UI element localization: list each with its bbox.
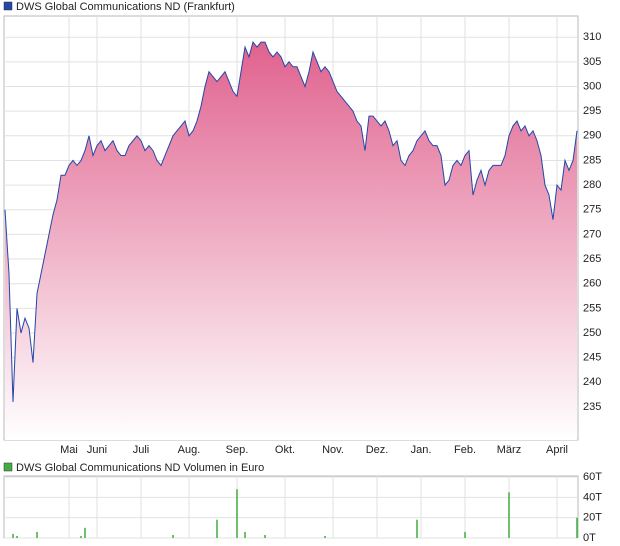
y-tick-label: 60T (583, 471, 602, 483)
legend-swatch (3, 1, 13, 11)
y-tick-label: 40T (583, 491, 602, 503)
y-tick-label: 310 (583, 31, 601, 43)
volume-frame (3, 475, 579, 539)
price-line (4, 41, 578, 403)
y-tick-label: 235 (583, 401, 601, 413)
y-tick-label: 240 (583, 376, 601, 388)
x-tick-label: Feb. (454, 444, 476, 456)
y-tick-label: 0T (583, 532, 596, 544)
volume-bar (508, 492, 510, 538)
volume-bar (80, 535, 82, 538)
volume-bar (576, 517, 578, 538)
x-tick-label: Jan. (411, 444, 432, 456)
volume-bar (464, 531, 466, 538)
volume-bar (244, 531, 246, 538)
volume-bar (36, 531, 38, 538)
volume-bar (416, 519, 418, 538)
volume-bar (172, 534, 174, 538)
volume-bar (216, 519, 218, 538)
x-tick-label: Mai (60, 444, 78, 456)
price-area (5, 42, 577, 440)
x-tick-label: Juli (133, 444, 150, 456)
y-tick-label: 280 (583, 179, 601, 191)
x-tick-label: Sep. (226, 444, 249, 456)
x-tick-label: Dez. (366, 444, 389, 456)
y-tick-label: 300 (583, 80, 601, 92)
x-tick-label: April (546, 444, 568, 456)
x-tick-label: Juni (87, 444, 107, 456)
y-tick-label: 275 (583, 204, 601, 216)
y-tick-label: 305 (583, 56, 601, 68)
price-title: DWS Global Communications ND (Frankfurt) (16, 1, 235, 13)
x-tick-label: März (497, 444, 521, 456)
x-tick-label: Nov. (322, 444, 344, 456)
y-tick-label: 295 (583, 105, 601, 117)
y-tick-label: 270 (583, 228, 601, 240)
volume-bar (16, 535, 18, 538)
x-tick-label: Okt. (275, 444, 295, 456)
y-tick-label: 250 (583, 327, 601, 339)
volume-bar (324, 535, 326, 538)
y-tick-label: 260 (583, 278, 601, 290)
x-tick-label: Aug. (178, 444, 201, 456)
volume-bar (12, 533, 14, 538)
volume-bar (84, 527, 86, 538)
y-tick-label: 245 (583, 352, 601, 364)
volume-bar (236, 489, 238, 538)
y-tick-label: 20T (583, 512, 602, 524)
volume-bar (264, 534, 266, 538)
y-tick-label: 255 (583, 302, 601, 314)
legend-swatch (3, 462, 13, 472)
volume-title: DWS Global Communications ND Volumen in … (16, 462, 264, 474)
y-tick-label: 265 (583, 253, 601, 265)
y-tick-label: 290 (583, 130, 601, 142)
y-tick-label: 285 (583, 154, 601, 166)
